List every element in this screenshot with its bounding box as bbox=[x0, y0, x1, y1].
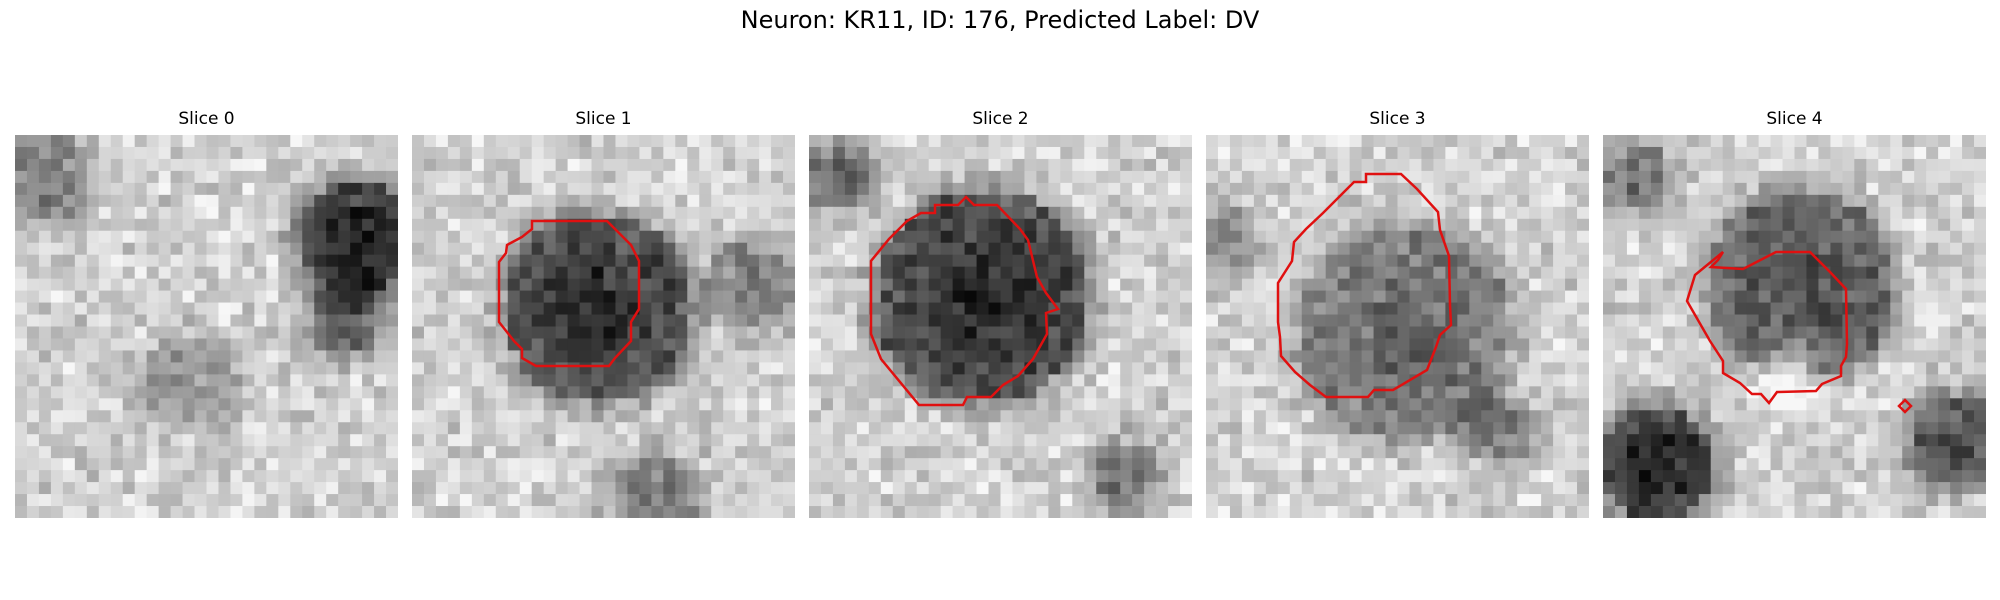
slice-image-1 bbox=[412, 135, 795, 518]
slice-image-0 bbox=[15, 135, 398, 518]
slice-title-3: Slice 3 bbox=[1369, 109, 1426, 129]
small-outline-marker bbox=[1897, 398, 1913, 414]
neuron-outline-3 bbox=[1276, 172, 1453, 399]
slice-panel-1: Slice 1 bbox=[412, 107, 795, 518]
figure-title: Neuron: KR11, ID: 176, Predicted Label: … bbox=[740, 6, 1260, 34]
slice-panel-3: Slice 3 bbox=[1206, 107, 1589, 518]
slice-title-1: Slice 1 bbox=[575, 109, 632, 129]
slice-title-0: Slice 0 bbox=[178, 109, 235, 129]
slice-image-2 bbox=[809, 135, 1192, 518]
slice-image-4 bbox=[1603, 135, 1986, 518]
neuron-outline-2 bbox=[869, 195, 1061, 407]
slice-title-2: Slice 2 bbox=[972, 109, 1029, 129]
slice-panel-4: Slice 4 bbox=[1603, 107, 1986, 518]
neuron-outline-4 bbox=[1685, 250, 1849, 405]
slice-panel-2: Slice 2 bbox=[809, 107, 1192, 518]
slice-title-4: Slice 4 bbox=[1766, 109, 1823, 129]
neuron-outline-1 bbox=[497, 219, 641, 368]
slice-panel-0: Slice 0 bbox=[15, 107, 398, 518]
slice-image-3 bbox=[1206, 135, 1589, 518]
